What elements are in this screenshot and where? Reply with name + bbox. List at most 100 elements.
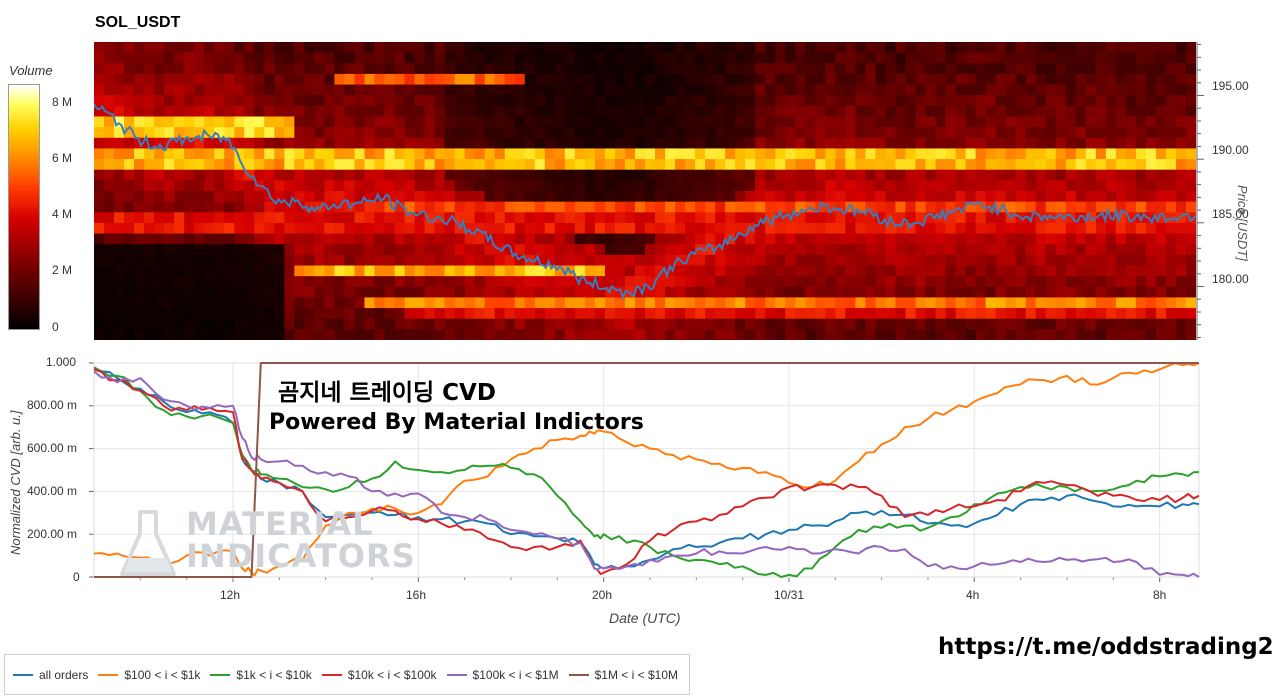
heatmap-cell <box>264 63 275 75</box>
heatmap-cell <box>104 73 115 86</box>
heatmap-cell <box>695 212 706 224</box>
heatmap-cell <box>104 201 115 213</box>
heatmap-cell <box>665 265 676 277</box>
heatmap-cell <box>254 42 265 54</box>
heatmap-cell <box>164 212 175 224</box>
heatmap-cell <box>715 329 726 340</box>
heatmap-cell <box>1125 127 1137 139</box>
heatmap-cell <box>564 95 576 107</box>
heatmap-cell <box>755 116 766 128</box>
heatmap-cell <box>1035 159 1047 171</box>
heatmap-cell <box>1015 159 1027 171</box>
heatmap-cell <box>544 233 556 245</box>
heatmap-cell <box>134 297 145 309</box>
cvd-line-chart[interactable] <box>0 350 1280 590</box>
heatmap-cell <box>224 212 235 224</box>
orderbook-heatmap[interactable] <box>94 42 1196 340</box>
heatmap-cell <box>695 73 706 86</box>
heatmap-cell <box>524 276 536 288</box>
heatmap-cell <box>394 73 406 86</box>
heatmap-cell <box>154 116 165 128</box>
heatmap-cell <box>805 137 816 150</box>
heatmap-cell <box>434 244 446 256</box>
heatmap-cell <box>434 148 446 160</box>
heatmap-cell <box>1085 297 1097 309</box>
telegram-link[interactable]: https://t.me/oddstrading2 <box>938 634 1274 660</box>
heatmap-cell <box>144 148 155 160</box>
heatmap-cell <box>1145 201 1157 213</box>
heatmap-cell <box>1145 265 1157 277</box>
legend-item[interactable]: $100 < i < $1k <box>98 668 200 682</box>
cvd-y-tick: 800.00 m <box>27 398 78 412</box>
heatmap-cell <box>614 254 626 267</box>
heatmap-cell <box>1055 191 1067 203</box>
heatmap-canvas <box>94 42 1196 340</box>
heatmap-cell <box>945 180 957 192</box>
heatmap-cell <box>875 254 887 267</box>
heatmap-cell <box>384 169 396 181</box>
heatmap-cell <box>1095 191 1107 203</box>
heatmap-cell <box>244 286 255 299</box>
heatmap-cell <box>695 222 706 235</box>
legend-item[interactable]: all orders <box>13 668 88 682</box>
heatmap-cell <box>354 254 366 267</box>
heatmap-cell <box>294 52 305 64</box>
heatmap-cell <box>685 201 696 213</box>
heatmap-cell <box>865 212 877 224</box>
heatmap-cell <box>975 265 987 277</box>
heatmap-cell <box>364 308 376 320</box>
heatmap-cell <box>434 105 446 118</box>
heatmap-cell <box>384 116 396 128</box>
heatmap-cell <box>1005 233 1017 245</box>
heatmap-cell <box>1025 159 1037 171</box>
heatmap-cell <box>985 265 997 277</box>
heatmap-cell <box>594 105 606 118</box>
heatmap-cell <box>795 297 806 309</box>
heatmap-cell <box>334 84 346 96</box>
heatmap-cell <box>1185 254 1196 267</box>
heatmap-cell <box>865 329 877 340</box>
heatmap-cell <box>274 127 285 139</box>
heatmap-cell <box>945 233 957 245</box>
heatmap-cell <box>164 95 175 107</box>
heatmap-cell <box>604 73 616 86</box>
legend-item[interactable]: $100k < i < $1M <box>446 668 559 682</box>
heatmap-cell <box>1015 254 1027 267</box>
heatmap-cell <box>875 116 887 128</box>
heatmap-cell <box>755 286 766 299</box>
heatmap-cell <box>344 222 356 235</box>
heatmap-cell <box>775 180 786 192</box>
legend-item[interactable]: $1k < i < $10k <box>210 668 312 682</box>
legend-item[interactable]: $10k < i < $100k <box>321 668 437 682</box>
price-axis-line <box>1196 42 1204 340</box>
heatmap-cell <box>454 169 466 181</box>
heatmap-cell <box>564 212 576 224</box>
heatmap-cell <box>965 201 977 213</box>
heatmap-cell <box>634 116 646 128</box>
heatmap-cell <box>534 233 546 245</box>
heatmap-cell <box>184 233 195 245</box>
heatmap-cell <box>815 308 826 320</box>
heatmap-cell <box>675 286 686 299</box>
heatmap-cell <box>985 233 997 245</box>
heatmap-cell <box>885 308 897 320</box>
heatmap-cell <box>194 244 205 256</box>
heatmap-cell <box>845 191 856 203</box>
heatmap-cell <box>224 180 235 192</box>
heatmap-cell <box>564 297 576 309</box>
heatmap-cell <box>1155 73 1167 86</box>
heatmap-cell <box>855 105 866 118</box>
heatmap-cell <box>1065 105 1077 118</box>
heatmap-cell <box>514 308 526 320</box>
heatmap-cell <box>404 276 416 288</box>
heatmap-cell <box>604 329 616 340</box>
heatmap-cell <box>715 116 726 128</box>
heatmap-cell <box>815 254 826 267</box>
heatmap-cell <box>835 137 846 150</box>
heatmap-cell <box>685 105 696 118</box>
heatmap-cell <box>1015 201 1027 213</box>
colorbar-tick: 4 M <box>52 207 73 221</box>
heatmap-cell <box>715 308 726 320</box>
heatmap-cell <box>294 105 305 118</box>
legend-item[interactable]: $1M < i < $10M <box>568 668 678 682</box>
